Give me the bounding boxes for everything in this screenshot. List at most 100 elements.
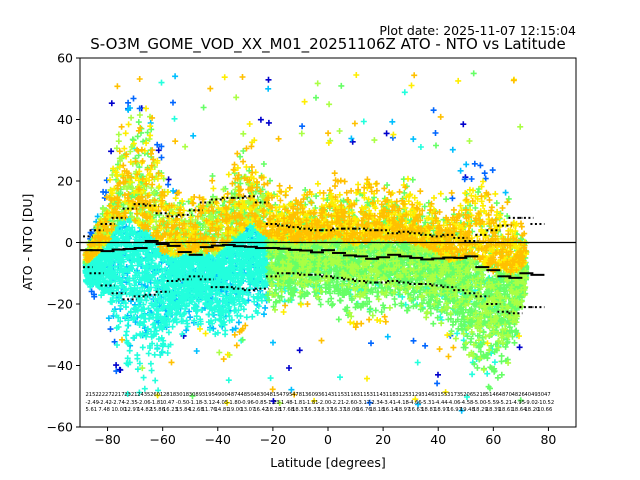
y-tick-label: −20 bbox=[47, 297, 73, 312]
stats-cell: 2321 bbox=[124, 392, 137, 398]
stats-cell: 5146 bbox=[486, 392, 499, 398]
x-tick-label: −60 bbox=[149, 432, 175, 447]
stats-cell: 3115 bbox=[357, 392, 370, 398]
stats-cell: 18.20 bbox=[525, 407, 540, 413]
stats-cell: -5.31 bbox=[421, 400, 434, 406]
y-tick-label: 20 bbox=[57, 174, 73, 189]
chart-title: S-O3M_GOME_VOD_XX_M01_20251106Z ATO - NT… bbox=[90, 35, 566, 54]
stats-cell: -2.49 bbox=[86, 400, 99, 406]
stats-cell: 2152 bbox=[86, 392, 99, 398]
stats-cell: 11.76 bbox=[202, 407, 217, 413]
stats-cell: -2.60 bbox=[344, 400, 357, 406]
stats-cell: 12.97 bbox=[124, 407, 139, 413]
stats-cell: -2.74 bbox=[111, 400, 125, 406]
stats-cell: -1.81 bbox=[292, 400, 305, 406]
stats-cell: -3.12 bbox=[202, 400, 215, 406]
stats-cell: 4830 bbox=[253, 392, 266, 398]
x-axis-label: Latitude [degrees] bbox=[270, 455, 386, 470]
stats-cell: -1.18 bbox=[189, 400, 202, 406]
stats-cell: 18.81 bbox=[421, 407, 436, 413]
stats-cell: 14.82 bbox=[137, 407, 152, 413]
stats-cell: 16.23 bbox=[163, 407, 178, 413]
stats-cell: 13.07 bbox=[240, 407, 255, 413]
stats-cell: 7.48 bbox=[98, 407, 110, 413]
stats-cell: 4850 bbox=[240, 392, 253, 398]
stats-cell: 12.68 bbox=[189, 407, 204, 413]
stats-cell: 3129 bbox=[408, 392, 421, 398]
stats-cell: 4870 bbox=[499, 392, 512, 398]
stats-cell: 18.29 bbox=[473, 407, 488, 413]
stats-cell: -3.41 bbox=[382, 400, 395, 406]
stats-cell: -5.00 bbox=[473, 400, 486, 406]
stats-cell: 18.37 bbox=[292, 407, 307, 413]
mean-markers bbox=[80, 239, 545, 279]
stats-cell: 19.48 bbox=[460, 407, 475, 413]
stats-cell: 3114 bbox=[370, 392, 384, 398]
stats-cell: 18.97 bbox=[434, 407, 449, 413]
stats-cell: -1.48 bbox=[279, 400, 292, 406]
stats-cell: -2.34 bbox=[370, 400, 384, 406]
stats-cell: -3.17 bbox=[357, 400, 370, 406]
y-tick-label: 0 bbox=[65, 235, 73, 250]
stats-cell: -4.18 bbox=[395, 400, 408, 406]
stats-cell: -9.02 bbox=[525, 400, 538, 406]
stats-cell: -4.44 bbox=[434, 400, 448, 406]
y-tick-label: −60 bbox=[47, 420, 73, 435]
stats-cell: 18.37 bbox=[318, 407, 333, 413]
stats-cell: 2435 bbox=[137, 392, 150, 398]
stats-cell: -1.81 bbox=[305, 400, 318, 406]
stats-cell: 18.39 bbox=[486, 407, 501, 413]
stats-cell: -2.42 bbox=[98, 400, 111, 406]
stats-cell: 19.00 bbox=[228, 407, 243, 413]
stats-cell: -0.50 bbox=[176, 400, 189, 406]
stats-cell: 16.37 bbox=[305, 407, 320, 413]
stats-cell: 2217 bbox=[111, 392, 124, 398]
stats-cell: -4.95 bbox=[512, 400, 525, 406]
x-tick-label: −40 bbox=[205, 432, 231, 447]
x-tick-label: −80 bbox=[94, 432, 120, 447]
stats-cell: 18.64 bbox=[512, 407, 528, 413]
x-tick-label: −20 bbox=[260, 432, 286, 447]
stats-cell: 3609 bbox=[305, 392, 318, 398]
stats-table: 2152 2227 2217 2321 2435 2601 2818 3018 3089 3195… bbox=[86, 392, 555, 413]
stats-cell: 3173 bbox=[447, 392, 460, 398]
plot-date: Plot date: 2025-11-07 12:15:04 bbox=[379, 23, 576, 38]
stats-cell: 17.68 bbox=[279, 407, 294, 413]
stats-cell: 10.66 bbox=[537, 407, 552, 413]
stats-cell: 4815 bbox=[266, 392, 279, 398]
stats-cell: 3116 bbox=[344, 392, 357, 398]
y-tick-label: −40 bbox=[47, 358, 73, 373]
stats-cell: 16.63 bbox=[408, 407, 423, 413]
stats-cell: 18.18 bbox=[370, 407, 385, 413]
stats-cell: 3018 bbox=[176, 392, 189, 398]
stats-cell: 18.06 bbox=[344, 407, 359, 413]
y-tick-label: 60 bbox=[57, 51, 73, 66]
stats-cell: 3125 bbox=[395, 392, 408, 398]
stats-cell: 16.37 bbox=[331, 407, 346, 413]
x-tick-label: 40 bbox=[430, 432, 446, 447]
stats-cell: -4.66 bbox=[408, 400, 421, 406]
stats-cell: 5.61 bbox=[86, 407, 98, 413]
stats-cell: 16.76 bbox=[357, 407, 372, 413]
stats-cell: -2.00 bbox=[318, 400, 331, 406]
stats-cell: 2601 bbox=[150, 392, 163, 398]
stats-cell: 4781 bbox=[292, 392, 305, 398]
stats-cell: -2.21 bbox=[331, 400, 344, 406]
stats-cell: 3195 bbox=[202, 392, 215, 398]
stats-cell: -0.85 bbox=[253, 400, 266, 406]
stats-cell: 14.81 bbox=[215, 407, 230, 413]
stats-cell: 3118 bbox=[382, 392, 395, 398]
y-axis-label: ATO - NTO [DU] bbox=[20, 194, 35, 291]
stats-cell: -10.52 bbox=[537, 400, 554, 406]
stats-cell: 4874 bbox=[228, 392, 242, 398]
stats-cell: 4795 bbox=[279, 392, 292, 398]
stats-cell: 2818 bbox=[163, 392, 176, 398]
stats-cell: 15.86 bbox=[150, 407, 165, 413]
stats-cell: 3155 bbox=[434, 392, 447, 398]
stats-cell: 5206 bbox=[460, 392, 473, 398]
stats-cell: -4.58 bbox=[460, 400, 473, 406]
stats-cell: 3047 bbox=[537, 392, 550, 398]
stats-cell: 5218 bbox=[473, 392, 486, 398]
y-tick-label: 40 bbox=[57, 112, 73, 127]
